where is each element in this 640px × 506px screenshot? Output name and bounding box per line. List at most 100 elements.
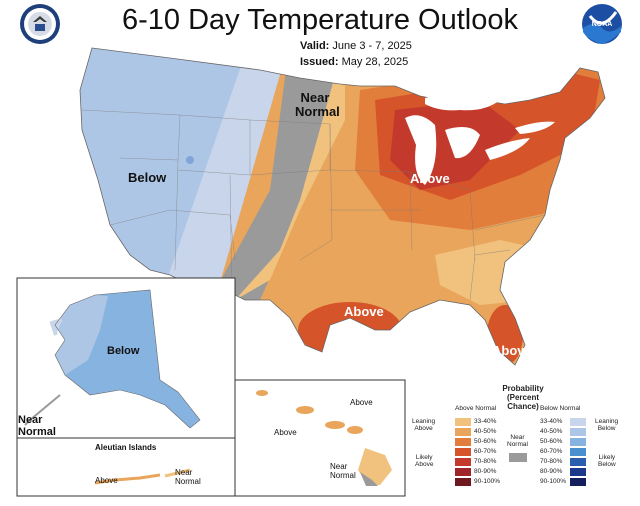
- noaa-logo-text: NOAA: [592, 21, 613, 28]
- legend-above-header: Above Normal: [455, 405, 497, 412]
- legend-above-swatch: [455, 428, 471, 436]
- legend-title-line2: (Percent Chance): [506, 393, 539, 411]
- legend-title-line1: Probability: [502, 384, 544, 393]
- label-near-normal-line2: Normal: [295, 104, 340, 119]
- label-florida-above: Above: [492, 343, 532, 358]
- issued-line: Issued: May 28, 2025: [300, 56, 408, 68]
- legend-below-range: 80-90%: [540, 468, 563, 475]
- aleutian-above: [94, 473, 161, 485]
- hawaii-maui: [347, 426, 363, 434]
- legend-below-swatch: [570, 448, 586, 456]
- legend-leaning-below: Leaning Below: [595, 418, 618, 432]
- legend-above-range: 40-50%: [474, 428, 497, 435]
- legend-near-normal-swatch: [509, 453, 527, 462]
- great-lakes-ontario: [515, 121, 555, 134]
- legend-below-swatch: [570, 438, 586, 446]
- legend-leaning-above-2: Above: [414, 425, 433, 432]
- great-lakes-superior: [425, 93, 500, 111]
- label-west-below: Below: [128, 170, 167, 185]
- legend-near-normal-1: Near: [510, 434, 525, 441]
- label-alaska-near-line2: Normal: [18, 426, 56, 438]
- issued-label: Issued:: [300, 56, 339, 68]
- great-lakes-erie: [485, 138, 530, 160]
- hawaii-big-island: [358, 448, 392, 485]
- great-lakes-huron: [445, 126, 480, 159]
- legend-likely-below-1: Likely: [598, 454, 616, 461]
- commerce-seal-icon: [18, 2, 62, 46]
- issued-value: May 28, 2025: [341, 56, 409, 68]
- label-near-normal-line1: Near: [300, 90, 330, 105]
- label-alaska-below: Below: [107, 345, 140, 357]
- legend-title: Probability (Percent Chance): [495, 384, 551, 411]
- legend-above-swatch: [455, 478, 471, 486]
- great-salt-lake: [186, 156, 194, 164]
- alaska-peninsula: [24, 394, 61, 426]
- hawaii-molokai: [325, 421, 345, 429]
- legend-likely-below: Likely Below: [598, 454, 616, 468]
- legend-below-range: 60-70%: [540, 448, 563, 455]
- label-aleutian-near-line1: Near: [175, 468, 193, 477]
- legend-above-swatch: [455, 468, 471, 476]
- label-aleutian-above: Above: [95, 476, 118, 485]
- legend-above-swatch: [455, 438, 471, 446]
- noaa-logo-icon: NOAA: [580, 2, 624, 46]
- label-aleutian-near-line2: Normal: [175, 477, 201, 486]
- legend-above-range: 90-100%: [474, 478, 501, 485]
- label-aleutian-near: Near Normal: [175, 468, 201, 486]
- valid-value: June 3 - 7, 2025: [332, 40, 412, 52]
- legend-near-normal: Near Normal: [507, 434, 528, 448]
- legend-below-range: 40-50%: [540, 428, 563, 435]
- page-title: 6-10 Day Temperature Outlook: [121, 4, 518, 36]
- legend-above-range: 60-70%: [474, 448, 497, 455]
- legend-below-swatch: [570, 418, 586, 426]
- label-hawaii-near: Near Normal: [330, 462, 356, 480]
- legend-leaning-above-1: Leaning: [412, 418, 436, 425]
- legend-likely-above-1: Likely: [415, 454, 433, 461]
- legend-below-swatch: [570, 428, 586, 436]
- legend-likely-below-2: Below: [598, 461, 616, 468]
- legend-above-swatch: [455, 418, 471, 426]
- label-aleutian-title: Aleutian Islands: [95, 443, 157, 452]
- legend-leaning-below-1: Leaning: [595, 418, 619, 425]
- hawaii-big-island-near: [360, 472, 378, 486]
- aleutian-above-light: [164, 468, 191, 478]
- legend-above-range: 50-60%: [474, 438, 497, 445]
- legend-above-range: 80-90%: [474, 468, 497, 475]
- label-texas-above: Above: [344, 304, 384, 319]
- label-great-lakes-above: Above: [410, 171, 450, 186]
- great-lakes-michigan: [405, 115, 437, 185]
- legend-below-swatch: [570, 468, 586, 476]
- hawaii-oahu: [296, 406, 314, 414]
- legend-above-range: 70-80%: [474, 458, 497, 465]
- label-hawaii-near-line1: Near: [330, 462, 348, 471]
- legend-above-swatch: [455, 448, 471, 456]
- legend-near-normal-2: Normal: [507, 441, 528, 448]
- legend-above-range: 33-40%: [474, 418, 497, 425]
- legend-below-range: 33-40%: [540, 418, 563, 425]
- alaska-below-40-50: [55, 295, 108, 375]
- legend-likely-above-2: Above: [415, 461, 434, 468]
- label-hawaii-above-2: Above: [274, 428, 297, 437]
- label-alaska-near: Near Normal: [18, 414, 56, 438]
- legend-below-swatch: [570, 458, 586, 466]
- label-near-normal: Near Normal: [295, 90, 340, 119]
- label-alaska-near-line1: Near: [18, 414, 43, 426]
- legend-leaning-above: Leaning Above: [412, 418, 435, 432]
- label-hawaii-above-1: Above: [350, 398, 373, 407]
- valid-label: Valid:: [300, 40, 330, 52]
- legend-above-swatch: [455, 458, 471, 466]
- legend-below-swatch: [570, 478, 586, 486]
- legend-likely-above: Likely Above: [415, 454, 433, 468]
- legend-below-range: 70-80%: [540, 458, 563, 465]
- legend-below-header: Below Normal: [540, 405, 581, 412]
- label-hawaii-near-line2: Normal: [330, 471, 356, 480]
- valid-line: Valid: June 3 - 7, 2025: [300, 40, 412, 52]
- legend-below-range: 50-60%: [540, 438, 563, 445]
- hawaii-kauai: [256, 390, 268, 396]
- legend-below-range: 90-100%: [540, 478, 567, 485]
- zone-near-normal: [210, 48, 345, 300]
- legend-leaning-below-2: Below: [597, 425, 616, 432]
- state-borders: [81, 109, 546, 301]
